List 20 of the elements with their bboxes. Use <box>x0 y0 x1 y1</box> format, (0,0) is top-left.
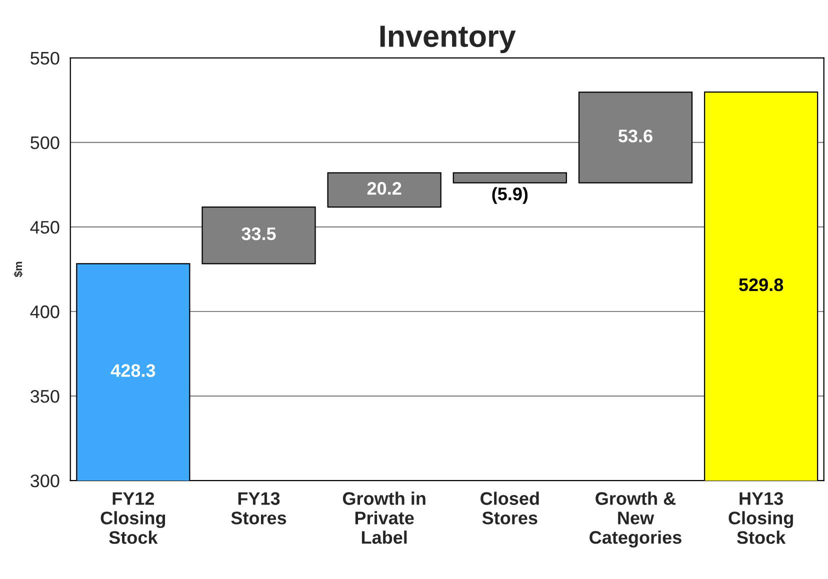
y-tick-label: 550 <box>30 52 60 65</box>
data-label: 53.6 <box>618 130 652 142</box>
y-tick-label: 500 <box>30 136 60 150</box>
x-tick-label: Growth & New Categories <box>590 492 682 548</box>
x-tick-label: HY13 Closing Stock <box>728 492 793 544</box>
y-tick-label: 300 <box>30 474 60 488</box>
data-label: 33.5 <box>242 227 276 240</box>
y-tick-label: 400 <box>30 305 60 318</box>
y-tick-label: 450 <box>30 220 60 234</box>
y-tick-label: 350 <box>30 390 60 403</box>
x-tick-label: Closed Stores <box>480 492 539 524</box>
x-tick-label: FY13 Stores <box>231 492 286 524</box>
data-label: 529.8 <box>739 278 784 292</box>
x-tick-label: FY12 Closing Stock <box>100 492 166 544</box>
data-label: 428.3 <box>110 364 156 377</box>
data-label: (5.9) <box>492 187 528 204</box>
chart-title: Inventory <box>380 26 516 54</box>
data-label: 20.2 <box>367 182 402 195</box>
x-tick-label: Growth in Private Label <box>342 492 426 544</box>
y-axis-title: $m <box>14 262 23 278</box>
